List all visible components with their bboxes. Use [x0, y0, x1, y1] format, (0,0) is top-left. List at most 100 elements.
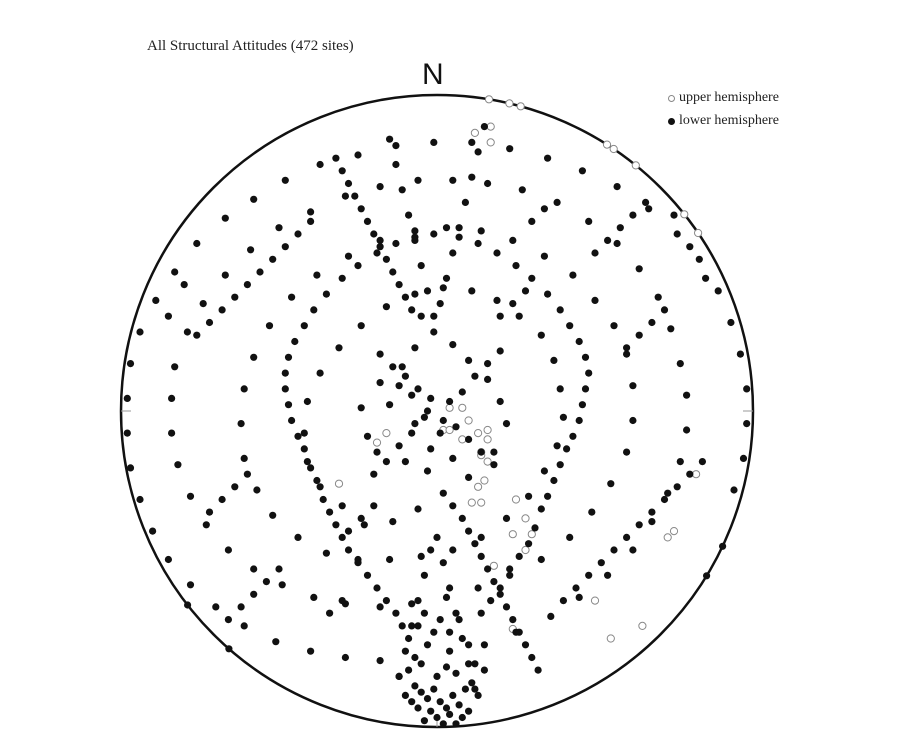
lower-hemisphere-point [521, 287, 530, 295]
lower-hemisphere-point [423, 467, 432, 475]
lower-hemisphere-point [414, 176, 422, 184]
lower-hemisphere-point [275, 224, 283, 232]
lower-hemisphere-point [442, 593, 451, 602]
lower-hemisphere-point [468, 173, 476, 181]
lower-hemisphere-point [322, 549, 330, 557]
upper-hemisphere-point [508, 530, 517, 539]
lower-hemisphere-point [240, 622, 248, 630]
lower-hemisphere-point [250, 565, 258, 573]
lower-hemisphere-point [335, 344, 343, 352]
lower-hemisphere-point [698, 458, 707, 466]
lower-hemisphere-point [225, 645, 233, 653]
lower-hemisphere-point [736, 350, 745, 358]
lower-hemisphere-point [389, 518, 397, 526]
lower-hemisphere-point [468, 138, 476, 146]
lower-hemisphere-point [398, 622, 406, 630]
lower-hemisphere-point [540, 252, 549, 260]
lower-hemisphere-point [256, 268, 264, 276]
lower-hemisphere-point [126, 464, 135, 472]
lower-hemisphere-point [420, 571, 428, 579]
lower-hemisphere-point [183, 328, 191, 336]
lower-hemisphere-point [218, 495, 226, 504]
lower-hemisphere-point [307, 217, 315, 225]
lower-hemisphere-point [442, 704, 451, 712]
lower-hemisphere-point [436, 429, 444, 437]
lower-hemisphere-point [575, 593, 583, 602]
upper-hemisphere-point [483, 435, 492, 444]
lower-hemisphere-point [667, 325, 675, 333]
lower-hemisphere-point [461, 685, 469, 693]
lower-hemisphere-point [683, 426, 691, 434]
lower-hemisphere-point [417, 552, 425, 561]
lower-hemisphere-point [597, 559, 605, 567]
lower-hemisphere-point [461, 198, 469, 206]
lower-hemisphere-point [575, 337, 583, 346]
upper-hemisphere-point [606, 634, 615, 643]
lower-hemisphere-point [316, 483, 324, 491]
lower-hemisphere-point [319, 495, 327, 504]
lower-hemisphere-point [525, 540, 533, 548]
lower-hemisphere-point [623, 533, 631, 542]
lower-hemisphere-point [474, 691, 482, 700]
lower-hemisphere-point [727, 318, 735, 327]
lower-hemisphere-point [442, 663, 451, 671]
lower-hemisphere-point [262, 578, 270, 586]
upper-hemisphere-point [445, 425, 454, 435]
lower-hemisphere-point [423, 287, 432, 295]
lower-hemisphere-point [575, 416, 583, 425]
upper-hemisphere-point [458, 435, 467, 444]
lower-hemisphere-point [436, 698, 444, 706]
lower-hemisphere-point [563, 445, 571, 453]
lower-hemisphere-point [484, 360, 492, 368]
lower-hemisphere-point [458, 388, 466, 396]
lower-hemisphere-point [408, 391, 416, 399]
lower-hemisphere-point [411, 682, 419, 690]
lower-hemisphere-point [395, 672, 403, 681]
lower-hemisphere-point [174, 461, 182, 469]
lower-hemisphere-point [528, 217, 536, 225]
lower-hemisphere-point [363, 432, 372, 440]
lower-hemisphere-point [221, 271, 229, 279]
lower-hemisphere-point [338, 167, 346, 175]
lower-hemisphere-point [515, 628, 523, 636]
lower-hemisphere-point [449, 341, 457, 349]
lower-hemisphere-point [509, 300, 517, 308]
lower-hemisphere-point [411, 653, 419, 662]
upper-hemisphere-point [334, 479, 344, 488]
lower-hemisphere-point [670, 211, 678, 219]
lower-hemisphere-point [294, 533, 302, 542]
lower-hemisphere-point [515, 552, 523, 561]
lower-hemisphere-point [376, 350, 384, 358]
lower-hemisphere-point [354, 262, 362, 270]
lower-hemisphere-point [739, 454, 748, 462]
lower-hemisphere-point [430, 230, 438, 238]
lower-hemisphere-point [629, 211, 637, 219]
lower-hemisphere-point [430, 138, 438, 146]
chart-title: All Structural Attitudes (472 sites) [147, 38, 354, 54]
lower-hemisphere-point [442, 274, 451, 282]
lower-hemisphere-point [531, 524, 539, 532]
lower-hemisphere-point [395, 442, 403, 450]
lower-hemisphere-point [544, 290, 552, 298]
lower-hemisphere-point [326, 609, 334, 617]
lower-hemisphere-point [518, 186, 526, 194]
lower-hemisphere-point [465, 527, 473, 535]
lower-hemisphere-point [477, 227, 485, 235]
lower-hemisphere-point [405, 634, 413, 643]
lower-hemisphere-point [446, 710, 454, 719]
lower-hemisphere-point [152, 296, 160, 304]
lower-hemisphere-point [686, 470, 694, 478]
lower-hemisphere-point [303, 458, 311, 466]
lower-hemisphere-point [373, 448, 381, 456]
lower-hemisphere-point [471, 540, 479, 548]
lower-hemisphere-point [357, 322, 365, 330]
lower-hemisphere-point [193, 239, 201, 248]
lower-hemisphere-point [439, 489, 447, 497]
lower-hemisphere-point [281, 385, 289, 393]
lower-hemisphere-point [506, 565, 514, 573]
lower-hemisphere-point [635, 521, 643, 529]
upper-hemisphere-point [483, 425, 492, 435]
lower-hemisphere-point [389, 268, 397, 276]
lower-hemisphere-point [468, 679, 476, 687]
lower-hemisphere-point [578, 401, 587, 409]
